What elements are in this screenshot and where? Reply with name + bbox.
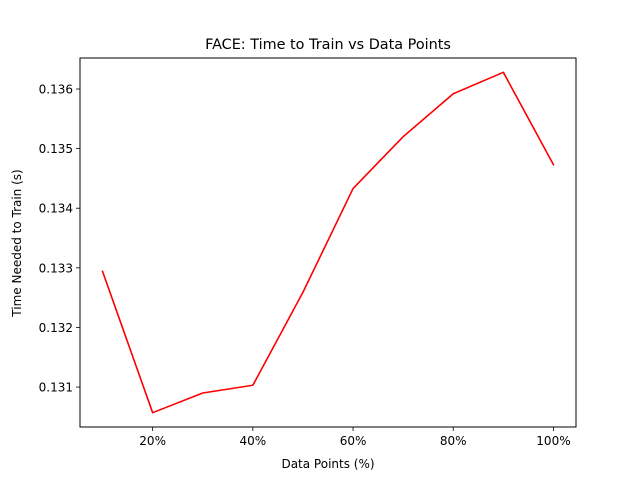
x-tick-label: 100% — [536, 434, 570, 448]
y-tick-label: 0.134 — [39, 202, 73, 216]
plot-frame — [79, 57, 577, 428]
x-tick-label: 80% — [440, 434, 467, 448]
y-tick-label: 0.131 — [39, 381, 73, 395]
ticks-layer: 20% 40% 60% 80% 100% 0.131 0.132 0.133 0.134 0.13… — [39, 82, 571, 448]
x-tick-label: 20% — [139, 434, 166, 448]
y-tick-label: 0.135 — [39, 142, 73, 156]
series-line — [101, 71, 555, 414]
series-layer — [101, 71, 555, 414]
x-tick-label: 40% — [240, 434, 267, 448]
y-axis-label: Time Needed to Train (s) — [10, 169, 24, 317]
y-tick-label: 0.136 — [39, 82, 73, 96]
x-axis-label: Data Points (%) — [281, 457, 374, 471]
y-tick-label: 0.132 — [39, 321, 73, 335]
chart-title: FACE: Time to Train vs Data Points — [205, 37, 451, 53]
y-tick-label: 0.133 — [39, 261, 73, 275]
x-tick-label: 60% — [340, 434, 367, 448]
